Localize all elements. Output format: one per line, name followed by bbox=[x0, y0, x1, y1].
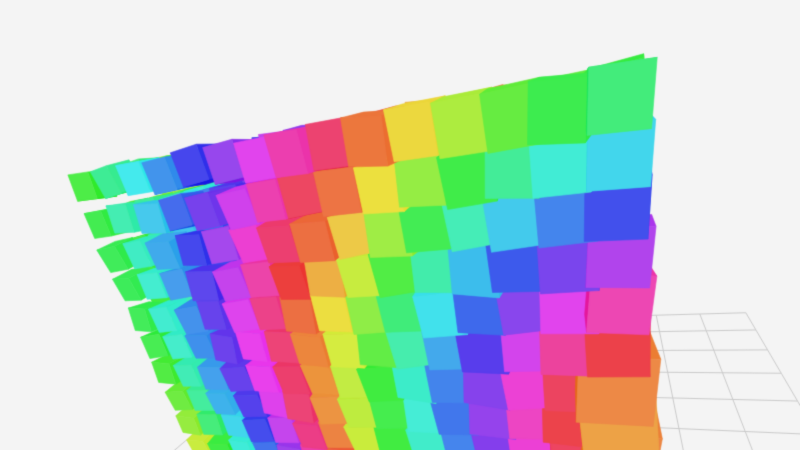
3d-viewport[interactable] bbox=[0, 0, 800, 450]
cube-wave-canvas[interactable] bbox=[0, 0, 800, 450]
